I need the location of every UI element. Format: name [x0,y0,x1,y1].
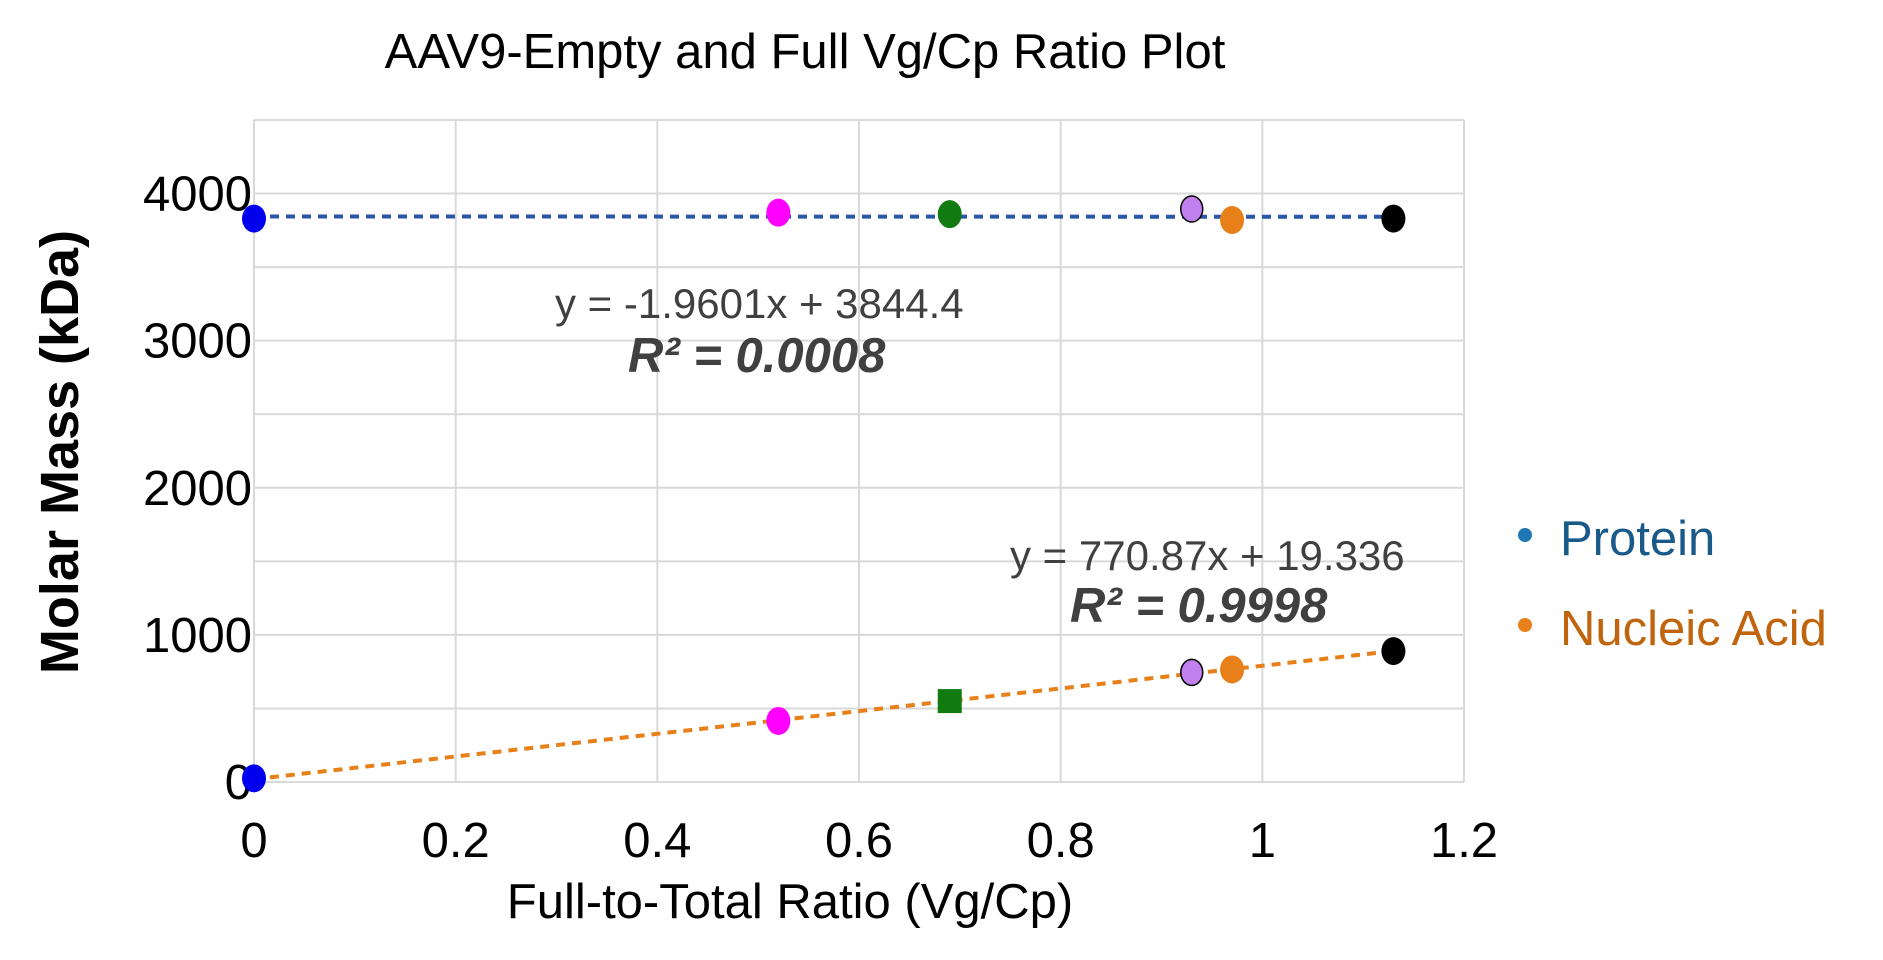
data-point [1381,204,1406,233]
legend-marker [1518,618,1532,632]
trendline-annotations: y = -1.9601x + 3844.4R² = 0.0008 y = 770.… [555,280,1405,633]
data-point [1220,655,1245,684]
legend-label: Nucleic Acid [1560,602,1827,656]
y-tick-label: 3000 [143,315,252,369]
x-tick-label: 0 [240,814,267,868]
legend-label: Protein [1560,512,1715,566]
data-point [937,689,962,714]
r-squared-label: R² = 0.9998 [1070,579,1328,633]
x-tick-label: 0.4 [623,814,691,868]
x-tick-label: 1 [1249,814,1276,868]
data-point [766,706,791,735]
r-squared-label: R² = 0.0008 [628,329,886,383]
x-tick-label: 0.2 [422,814,490,868]
grid [253,119,1465,783]
data-point [242,204,266,233]
trendlines [253,214,1394,782]
data-point [1381,637,1406,666]
x-axis-label: Full-to-Total Ratio (Vg/Cp) [507,875,1073,929]
x-tick-label: 1.2 [1430,814,1498,868]
chart-title: AAV9-Empty and Full Vg/Cp Ratio Plot [385,25,1226,79]
y-tick-label: 1000 [143,609,252,663]
trendline-equation: y = 770.87x + 19.336 [1010,532,1405,579]
y-tick-label: 4000 [143,168,252,222]
data-point [1180,658,1204,687]
y-axis-label: Molar Mass (kDa) [30,230,90,674]
data-point [1180,195,1204,223]
legend-marker [1518,528,1532,542]
legend: Protein Nucleic Acid [1518,512,1827,656]
y-tick-label: 2000 [143,462,252,516]
x-tick-label: 0.6 [825,814,893,868]
x-tick-label: 0.8 [1027,814,1095,868]
data-point [242,764,266,793]
data-point [1220,206,1245,235]
data-point [766,198,791,227]
trendline-equation: y = -1.9601x + 3844.4 [555,280,964,327]
data-points [242,195,1406,793]
data-point [937,200,962,229]
